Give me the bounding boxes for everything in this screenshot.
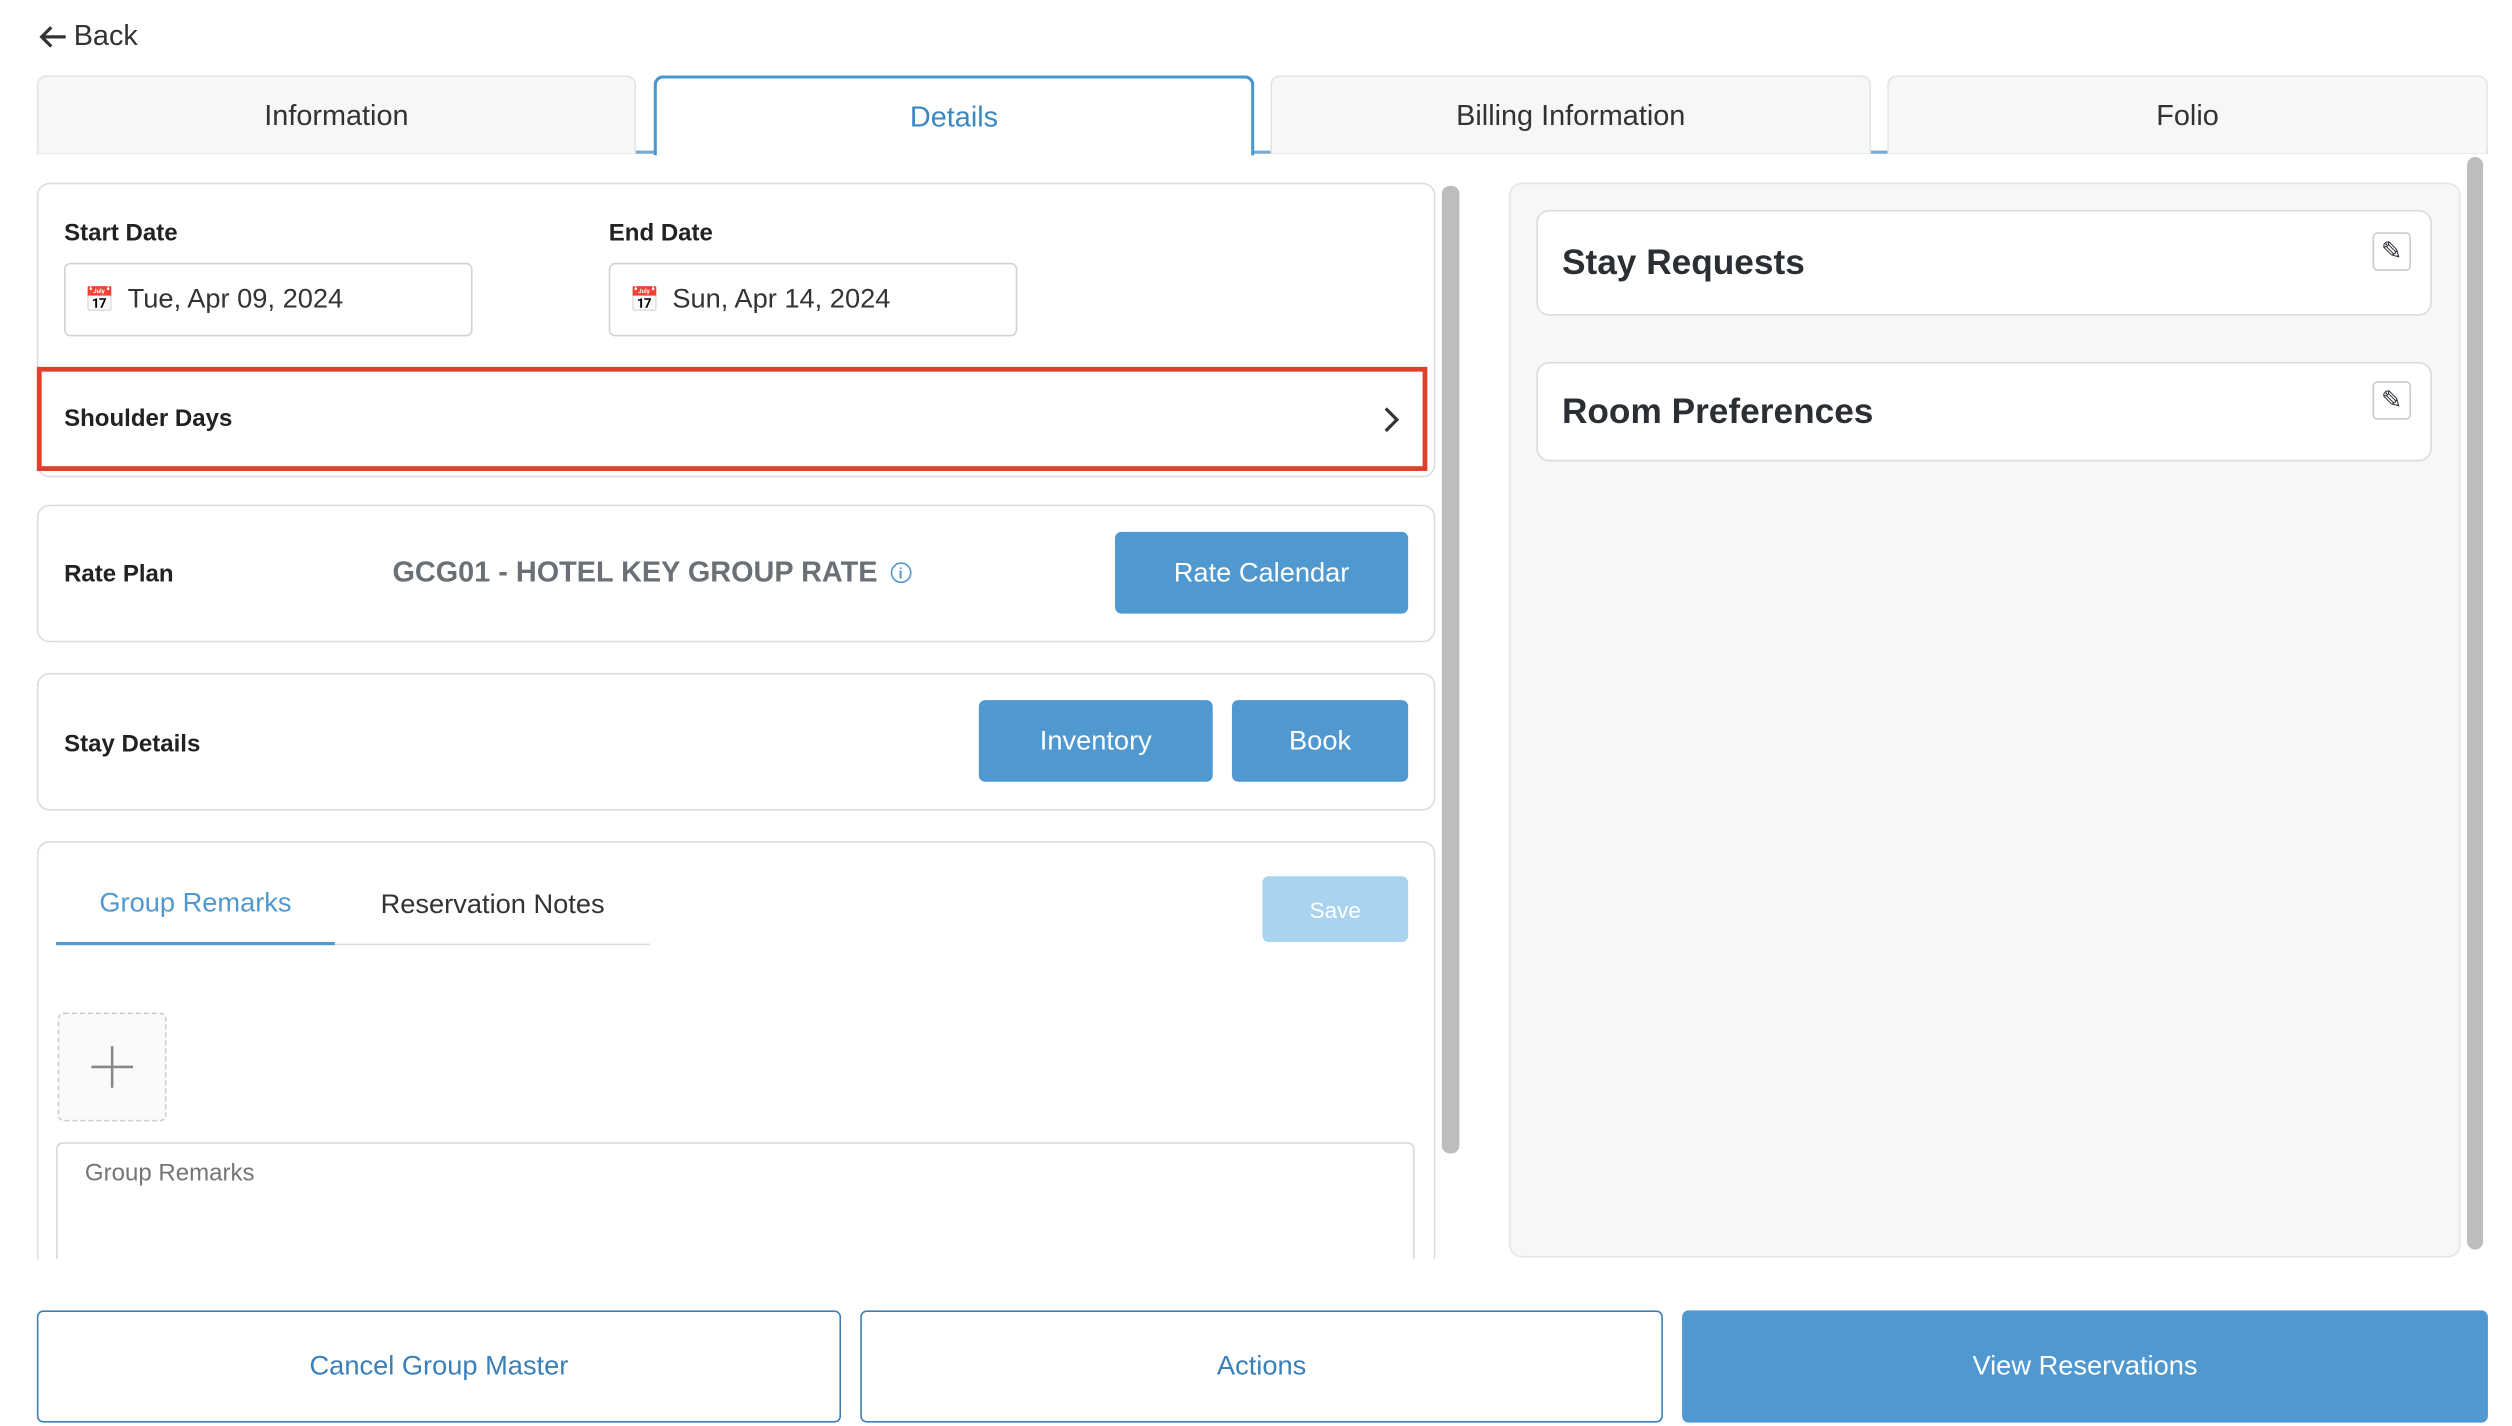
room-preferences-card: Room Preferences ✎	[1536, 362, 2432, 462]
rate-plan-value: GCG01 - HOTEL KEY GROUP RATE i	[392, 555, 912, 590]
tab-details[interactable]: Details	[653, 75, 1255, 156]
info-icon[interactable]: i	[890, 562, 912, 584]
calendar-icon: 📅	[629, 286, 660, 314]
book-button[interactable]: Book	[1231, 700, 1409, 782]
tab-billing-information[interactable]: Billing Information	[1270, 75, 1872, 154]
room-preferences-title: Room Preferences	[1561, 390, 1874, 431]
end-date-label: End Date	[608, 219, 713, 247]
tab-underline	[36, 150, 2488, 154]
end-date-input[interactable]: 📅 Sun, Apr 14, 2024	[608, 262, 1018, 337]
inventory-button[interactable]: Inventory	[978, 700, 1213, 782]
save-button[interactable]: Save	[1262, 876, 1409, 942]
arrow-left-icon	[39, 25, 66, 47]
right-panel	[1509, 182, 2461, 1258]
start-date-input[interactable]: 📅 Tue, Apr 09, 2024	[64, 262, 473, 337]
stay-requests-title: Stay Requests	[1561, 241, 1805, 282]
add-attachment-button[interactable]	[57, 1012, 167, 1122]
stay-details-card	[36, 672, 1436, 811]
pencil-icon[interactable]: ✎	[2372, 232, 2412, 271]
start-date-label: Start Date	[64, 219, 178, 247]
left-scrollbar[interactable]	[1441, 185, 1460, 1154]
tab-information[interactable]: Information	[36, 75, 636, 154]
cancel-group-master-button[interactable]: Cancel Group Master	[36, 1310, 842, 1423]
stay-requests-card: Stay Requests ✎	[1536, 209, 2432, 316]
back-label: Back	[73, 19, 138, 52]
tab-group-remarks[interactable]: Group Remarks	[56, 865, 335, 946]
back-link[interactable]: Back	[38, 19, 138, 53]
tab-reservation-notes[interactable]: Reservation Notes	[380, 889, 605, 920]
rate-calendar-button[interactable]: Rate Calendar	[1114, 531, 1409, 614]
right-scrollbar[interactable]	[2467, 156, 2484, 1250]
remarks-tab-divider	[56, 943, 651, 946]
rate-plan-label: Rate Plan	[64, 560, 174, 588]
pencil-icon[interactable]: ✎	[2372, 381, 2412, 420]
tab-folio[interactable]: Folio	[1887, 75, 2488, 154]
stay-details-label: Stay Details	[64, 730, 201, 758]
actions-button[interactable]: Actions	[860, 1310, 1663, 1423]
rate-plan-text: GCG01 - HOTEL KEY GROUP RATE	[392, 555, 878, 588]
end-date-value: Sun, Apr 14, 2024	[672, 283, 891, 314]
plus-icon	[91, 1046, 133, 1088]
start-date-value: Tue, Apr 09, 2024	[127, 283, 344, 314]
chevron-right-icon	[1384, 406, 1400, 432]
shoulder-days-row[interactable]: Shoulder Days	[36, 366, 1428, 471]
view-reservations-button[interactable]: View Reservations	[1682, 1310, 2488, 1423]
calendar-icon: 📅	[84, 286, 115, 314]
shoulder-days-label: Shoulder Days	[64, 405, 233, 433]
